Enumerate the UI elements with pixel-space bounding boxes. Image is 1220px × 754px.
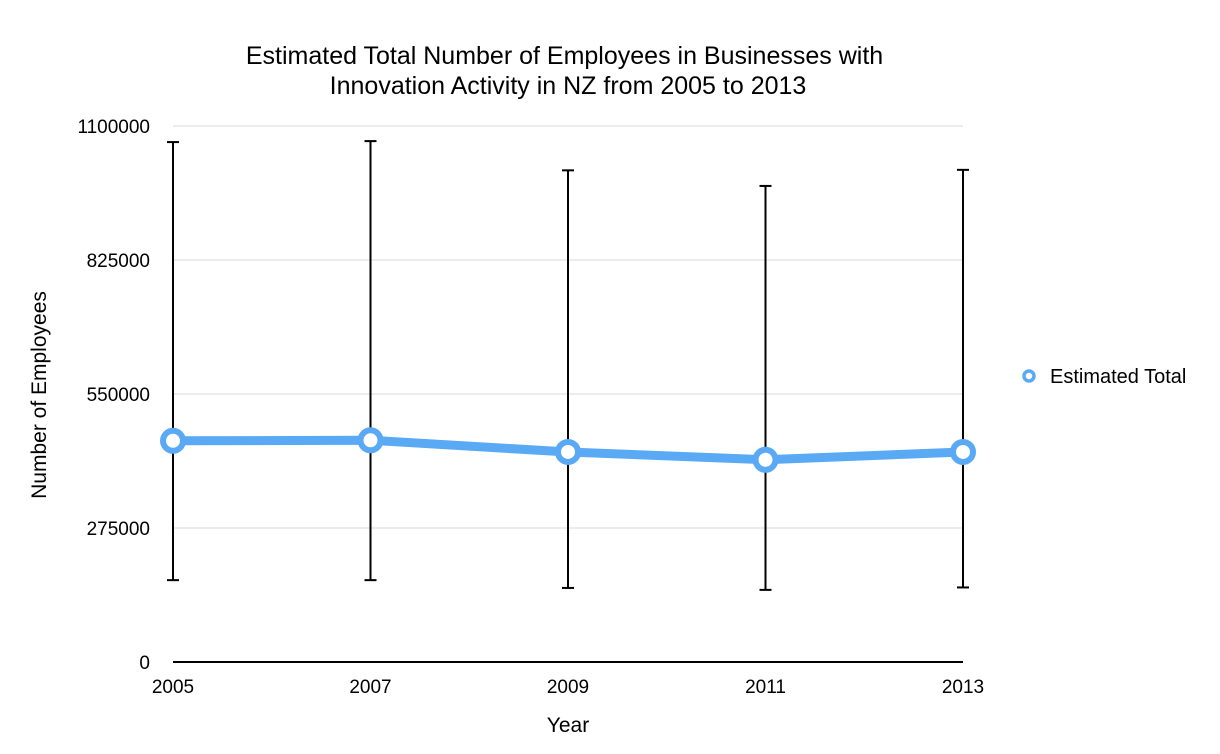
data-point	[555, 438, 581, 465]
legend-marker-icon	[1022, 369, 1036, 383]
x-tick-label: 2005	[152, 677, 194, 698]
error-bars	[167, 140, 969, 591]
x-tick-label: 2011	[745, 677, 786, 698]
y-tick-label: 550000	[87, 385, 150, 406]
data-point	[950, 438, 976, 465]
y-tick-label: 0	[139, 653, 150, 674]
data-point	[160, 427, 186, 454]
y-tick-label: 275000	[87, 519, 150, 540]
chart-title-line-1: Estimated Total Number of Employees in B…	[246, 42, 883, 70]
y-axis-title: Number of Employees	[28, 291, 51, 499]
x-tick-label: 2013	[942, 677, 984, 698]
data-point	[752, 446, 779, 473]
chart-title: Estimated Total Number of Employees in B…	[246, 42, 890, 100]
y-axis-ticks: 0 275000 550000 825000 1100000	[77, 117, 150, 674]
data-point	[357, 427, 384, 454]
series-points	[160, 427, 976, 473]
legend-label: Estimated Total	[1050, 366, 1186, 388]
x-axis-title: Year	[547, 714, 589, 737]
x-tick-label: 2009	[547, 677, 589, 698]
chart-title-line-2: Innovation Activity in NZ from 2005 to 2…	[330, 72, 807, 100]
x-axis-ticks: 2005 2007 2009 2011 2013	[152, 677, 984, 698]
legend: Estimated Total	[1022, 366, 1186, 388]
y-tick-label: 1100000	[77, 117, 150, 138]
x-tick-label: 2007	[349, 677, 391, 698]
y-tick-label: 825000	[87, 251, 150, 272]
